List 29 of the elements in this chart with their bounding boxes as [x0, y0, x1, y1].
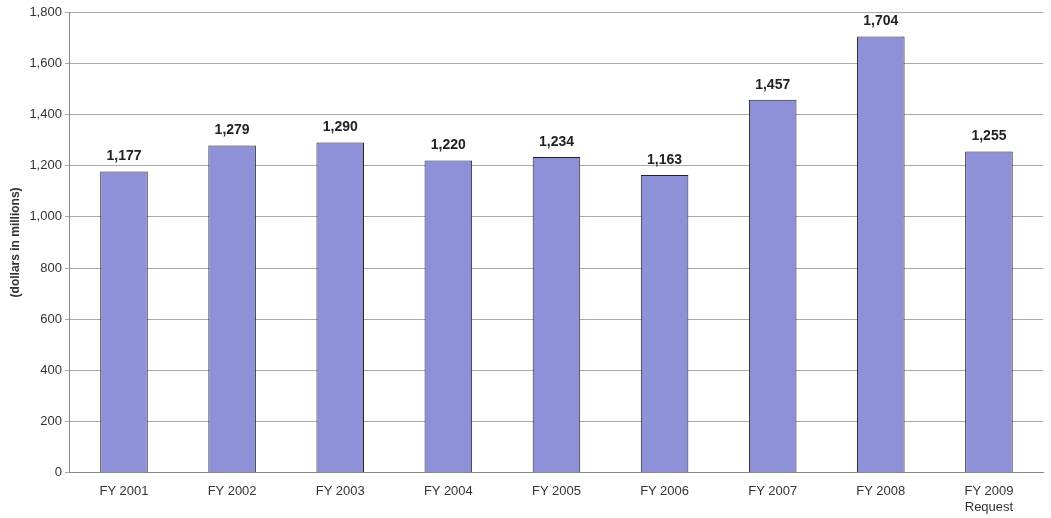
x-tick-label: FY 2004 [423, 483, 473, 499]
x-tick-label: FY 2007 [748, 483, 798, 499]
y-tick-label: 1,200 [29, 157, 62, 173]
y-tick-label: 800 [40, 259, 62, 275]
x-tick-label: FY 2006 [640, 483, 690, 499]
data-label: 1,234 [538, 132, 575, 149]
y-tick-label: 0 [54, 464, 62, 480]
y-tick-label: 400 [40, 361, 62, 377]
data-label: 1,704 [863, 12, 899, 29]
data-label: 1,279 [214, 121, 250, 138]
y-tick-label: 1,000 [29, 208, 62, 224]
x-tick-label: FY 2001 [99, 483, 149, 499]
y-tick-label: 1,800 [29, 3, 62, 19]
x-tick-label: FY 2008 [856, 483, 906, 499]
y-axis-title: (dollars in millions) [7, 187, 22, 298]
data-label: 1,177 [106, 147, 142, 164]
x-tick-label: FY 2009 Request [964, 483, 1014, 514]
data-label: 1,290 [322, 118, 358, 135]
x-tick-label: FY 2005 [532, 483, 581, 499]
x-tick-label: FY 2002 [207, 483, 257, 499]
data-label: 1,255 [971, 127, 1007, 144]
data-label: 1,457 [755, 75, 791, 92]
y-tick-label: 1,400 [29, 105, 62, 121]
x-tick-label: FY 2003 [315, 483, 365, 499]
y-tick-label: 600 [40, 310, 62, 326]
data-label: 1,220 [430, 136, 467, 153]
y-tick-label: 1,600 [29, 54, 62, 70]
y-tick-label: 200 [40, 413, 62, 429]
data-label: 1,163 [647, 150, 683, 167]
